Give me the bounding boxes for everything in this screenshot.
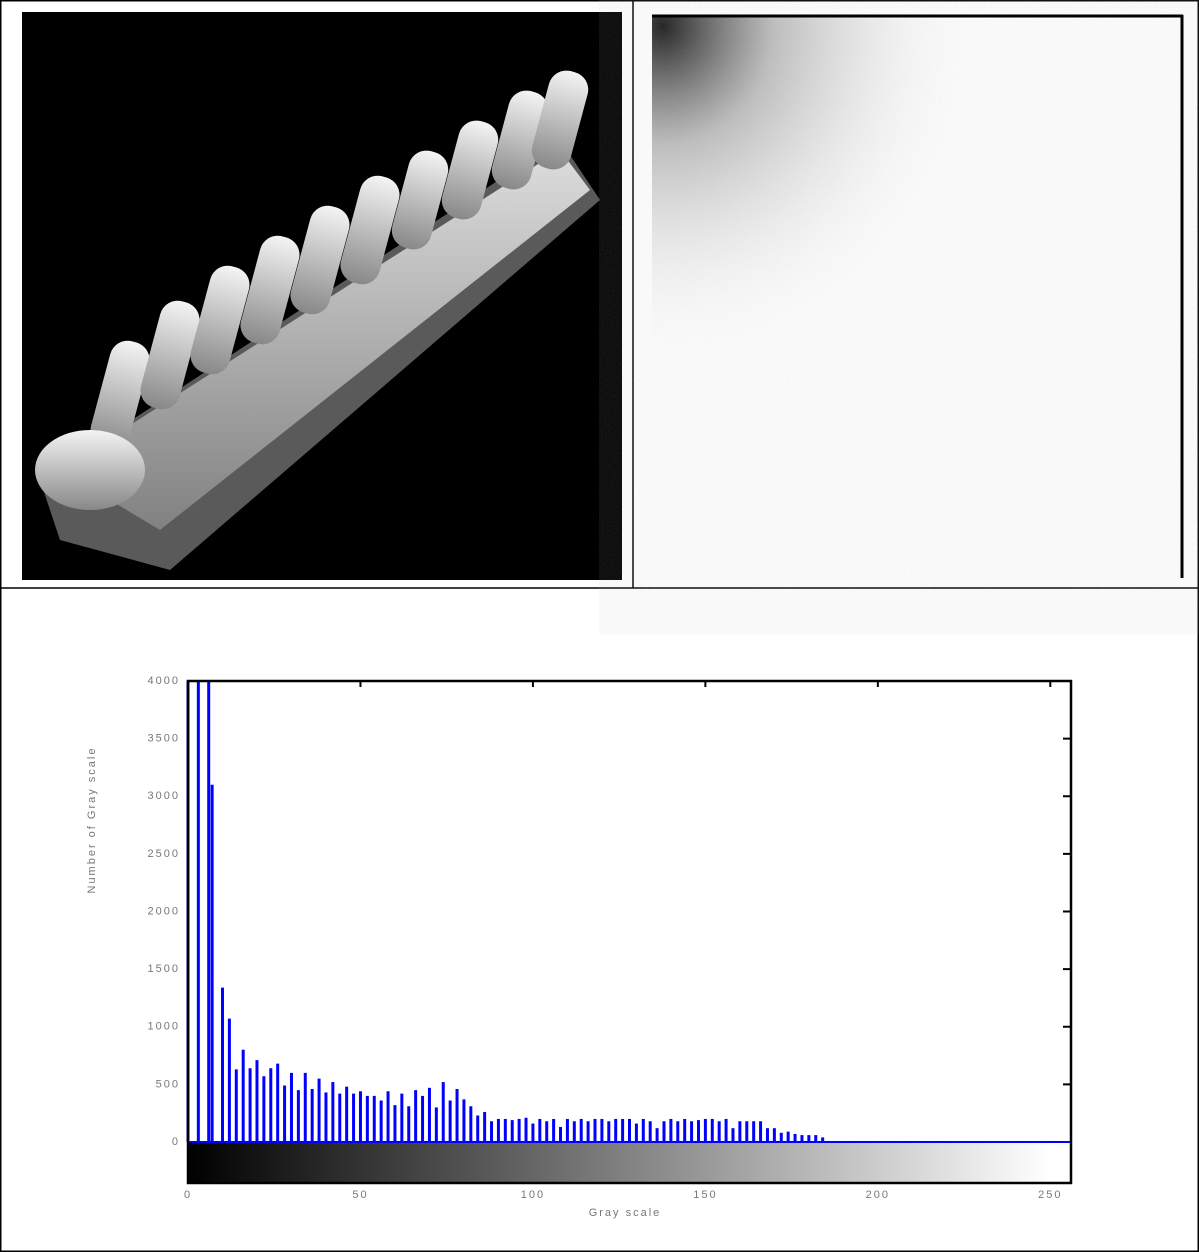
x-tick-label: 150 [693,1189,717,1201]
x-tick-label: 50 [352,1189,368,1201]
y-tick-label: 0 [172,1136,180,1148]
plot-frame [186,679,1073,1185]
y-tick-label: 2500 [148,848,180,860]
x-tick-label: 200 [866,1189,890,1201]
x-tick-label: 250 [1038,1189,1062,1201]
x-axis-label: Gray scale [589,1207,662,1219]
x-tick-label: 100 [521,1189,545,1201]
gray-ramp [188,1142,1051,1183]
y-tick-label: 4000 [148,675,180,687]
y-tick-label: 500 [156,1078,180,1090]
y-tick-label: 1000 [148,1021,180,1033]
noise-image [652,14,1184,578]
y-tick-label: 2000 [148,905,180,917]
y-tick-label: 3500 [148,733,180,745]
x-tick-label: 0 [184,1189,192,1201]
y-tick-label: 1500 [148,963,180,975]
y-tick-label: 3000 [148,790,180,802]
y-axis-label: Number of Gray scale [86,747,98,894]
spine-image [22,12,622,580]
